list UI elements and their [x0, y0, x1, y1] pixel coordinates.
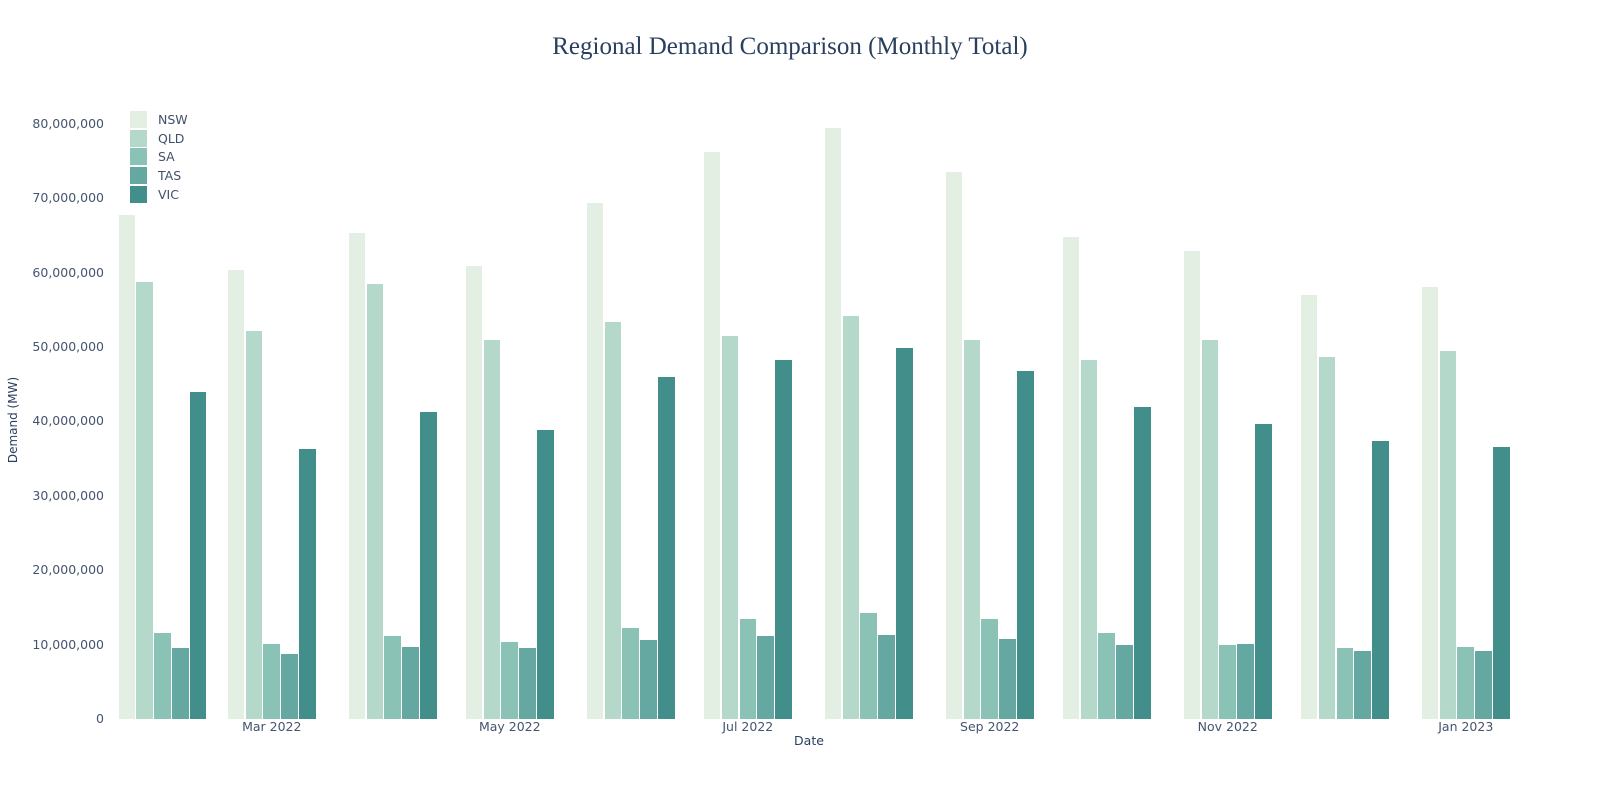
bar-vic-mar-2022: [299, 448, 316, 719]
bar-sa-mar-2022: [263, 643, 281, 719]
bar-vic-jan-2023: [1493, 446, 1510, 719]
legend-label-qld: QLD: [158, 130, 185, 146]
bar-sa-jun-2022: [622, 628, 640, 719]
bar-qld-nov-2022: [1201, 339, 1219, 719]
legend-label-nsw: NSW: [158, 111, 188, 127]
legend-swatch-vic: [130, 185, 147, 203]
legend-item-sa[interactable]: SA: [130, 147, 188, 166]
y-tick-label-30-000-000: 30,000,000: [32, 487, 104, 503]
bar-nsw-sep-2022: [945, 172, 963, 719]
legend-swatch-qld: [130, 129, 147, 147]
bar-vic-jun-2022: [658, 376, 675, 719]
y-tick-label-40-000-000: 40,000,000: [32, 413, 104, 429]
bar-qld-apr-2022: [366, 283, 384, 719]
bar-sa-may-2022: [501, 641, 519, 719]
bar-vic-dec-2022: [1372, 441, 1389, 719]
bar-sa-dec-2022: [1336, 647, 1354, 719]
bar-tas-nov-2022: [1237, 643, 1254, 719]
legend-swatch-nsw: [130, 110, 147, 128]
chart-title: Regional Demand Comparison (Monthly Tota…: [552, 33, 1028, 60]
y-tick-label-0: 0: [96, 711, 104, 726]
bar-tas-dec-2022: [1354, 650, 1371, 719]
bar-qld-aug-2022: [842, 315, 860, 719]
bar-vic-apr-2022: [420, 411, 437, 719]
bar-qld-may-2022: [483, 339, 501, 719]
legend-item-qld[interactable]: QLD: [130, 129, 188, 148]
legend-label-tas: TAS: [158, 167, 182, 183]
bar-sa-apr-2022: [384, 636, 401, 719]
bar-tas-sep-2022: [999, 638, 1016, 719]
bar-tas-aug-2022: [878, 634, 895, 719]
x-tick-label-may-2022: May 2022: [478, 719, 541, 734]
x-tick-label-jan-2023: Jan 2023: [1438, 719, 1494, 734]
bar-vic-oct-2022: [1134, 406, 1151, 719]
bar-sa-jul-2022: [739, 618, 757, 719]
legend-label-vic: VIC: [158, 186, 179, 202]
y-tick-label-60-000-000: 60,000,000: [32, 264, 104, 280]
bar-nsw-jun-2022: [586, 202, 604, 719]
bar-qld-oct-2022: [1080, 360, 1098, 719]
bar-sa-nov-2022: [1219, 644, 1237, 719]
x-tick-label-jul-2022: Jul 2022: [722, 719, 774, 734]
x-tick-label-mar-2022: Mar 2022: [242, 719, 302, 734]
bar-qld-jan-2023: [1439, 350, 1457, 719]
bar-tas-feb-2022: [172, 647, 189, 719]
legend-item-vic[interactable]: VIC: [130, 185, 188, 204]
bar-qld-sep-2022: [963, 339, 981, 719]
x-tick-label-sep-2022: Sep 2022: [960, 719, 1020, 734]
bar-tas-oct-2022: [1116, 645, 1133, 719]
bar-tas-jun-2022: [640, 640, 657, 719]
bar-qld-jun-2022: [604, 321, 622, 719]
bar-nsw-may-2022: [465, 265, 483, 719]
bar-tas-may-2022: [519, 647, 536, 719]
bar-vic-nov-2022: [1255, 424, 1272, 719]
bar-nsw-apr-2022: [348, 233, 366, 719]
bar-tas-apr-2022: [402, 646, 419, 719]
legend-label-sa: SA: [158, 149, 175, 165]
bar-qld-mar-2022: [245, 330, 263, 719]
bar-nsw-oct-2022: [1062, 236, 1080, 719]
bar-tas-mar-2022: [281, 653, 298, 719]
bar-nsw-jul-2022: [703, 152, 721, 719]
bar-qld-feb-2022: [136, 282, 153, 719]
legend-swatch-sa: [130, 148, 147, 166]
y-tick-label-70-000-000: 70,000,000: [32, 190, 104, 206]
bar-vic-jul-2022: [775, 359, 792, 719]
bar-tas-jul-2022: [757, 636, 774, 719]
bar-vic-aug-2022: [896, 348, 913, 719]
bar-nsw-feb-2022: [118, 214, 136, 719]
bar-sa-aug-2022: [860, 612, 878, 719]
legend: NSW QLD SA TAS VIC: [130, 110, 188, 203]
bar-vic-sep-2022: [1017, 370, 1034, 719]
bar-qld-dec-2022: [1318, 357, 1336, 719]
bar-vic-may-2022: [537, 430, 554, 719]
y-tick-label-20-000-000: 20,000,000: [32, 562, 104, 578]
legend-item-nsw[interactable]: NSW: [130, 110, 188, 129]
bar-vic-feb-2022: [189, 391, 207, 719]
x-tick-label-nov-2022: Nov 2022: [1197, 719, 1258, 734]
x-axis-title: Date: [794, 733, 824, 748]
bar-sa-sep-2022: [981, 618, 999, 719]
bar-nsw-dec-2022: [1300, 294, 1318, 719]
y-tick-label-80-000-000: 80,000,000: [32, 115, 104, 131]
y-tick-label-50-000-000: 50,000,000: [32, 339, 104, 354]
bar-qld-jul-2022: [721, 335, 739, 719]
bar-sa-jan-2023: [1457, 646, 1475, 719]
bar-nsw-aug-2022: [824, 128, 842, 719]
bar-nsw-mar-2022: [227, 269, 245, 719]
legend-item-tas[interactable]: TAS: [130, 166, 188, 185]
bar-nsw-jan-2023: [1421, 287, 1439, 719]
legend-swatch-tas: [130, 166, 147, 184]
bar-nsw-nov-2022: [1183, 251, 1201, 719]
bar-sa-oct-2022: [1098, 633, 1116, 719]
y-tick-label-10-000-000: 10,000,000: [32, 636, 104, 652]
bar-tas-jan-2023: [1475, 650, 1492, 719]
bar-sa-feb-2022: [154, 633, 171, 719]
